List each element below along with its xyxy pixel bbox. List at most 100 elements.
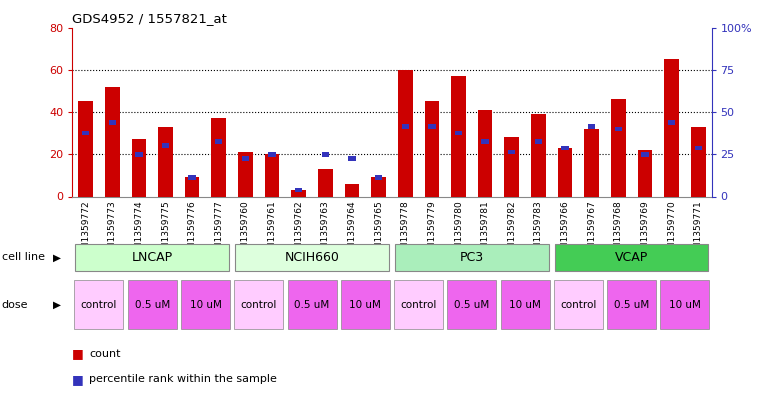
Bar [562,145,568,150]
Bar [668,120,675,125]
Bar [664,59,679,196]
Bar [607,280,656,329]
Bar [375,175,382,180]
Bar [162,143,169,148]
Bar [584,129,599,196]
Text: control: control [560,299,597,310]
Text: control: control [240,299,277,310]
Text: GSM1359760: GSM1359760 [241,200,250,261]
Text: count: count [89,349,120,359]
Text: ▶: ▶ [53,299,62,310]
Bar [451,76,466,196]
Bar [185,178,199,196]
Text: LNCAP: LNCAP [132,251,173,264]
Text: GSM1359776: GSM1359776 [188,200,196,261]
Bar [398,70,412,196]
Bar [234,280,283,329]
Bar [345,184,359,196]
Text: 0.5 uM: 0.5 uM [454,299,489,310]
Text: control: control [400,299,437,310]
Bar [105,86,119,196]
Text: PC3: PC3 [460,251,484,264]
Bar [615,127,622,131]
Bar [691,127,705,196]
Text: VCAP: VCAP [615,251,648,264]
Bar [341,280,390,329]
Bar [535,139,542,144]
Bar [215,139,222,144]
Bar [554,280,603,329]
Text: GSM1359771: GSM1359771 [694,200,702,261]
Text: 0.5 uM: 0.5 uM [135,299,170,310]
Bar [189,175,196,180]
Bar [611,99,626,196]
Text: 0.5 uM: 0.5 uM [295,299,330,310]
Bar [132,140,146,196]
Bar [447,280,496,329]
Text: GSM1359768: GSM1359768 [614,200,622,261]
Text: GSM1359774: GSM1359774 [135,200,143,261]
Text: GSM1359779: GSM1359779 [428,200,436,261]
Text: GSM1359769: GSM1359769 [641,200,649,261]
Bar [531,114,546,196]
Bar [558,148,572,196]
Bar [501,280,549,329]
Bar [109,120,116,125]
Text: GSM1359782: GSM1359782 [508,200,516,261]
Bar [555,244,708,271]
Bar [135,152,142,156]
Text: GSM1359767: GSM1359767 [587,200,596,261]
Text: 10 uM: 10 uM [349,299,381,310]
Text: dose: dose [2,299,28,310]
Bar [75,280,123,329]
Text: 0.5 uM: 0.5 uM [614,299,649,310]
Bar [508,150,515,154]
Bar [394,280,443,329]
Bar [235,244,389,271]
Text: GSM1359764: GSM1359764 [348,200,356,261]
Text: GSM1359770: GSM1359770 [667,200,676,261]
Bar [242,156,249,161]
Text: ▶: ▶ [53,252,62,263]
Text: GSM1359780: GSM1359780 [454,200,463,261]
Bar [695,145,702,150]
Text: ■: ■ [72,373,84,386]
Text: GSM1359772: GSM1359772 [81,200,90,261]
Text: GSM1359765: GSM1359765 [374,200,383,261]
Bar [661,280,709,329]
Bar [478,110,492,196]
Text: 10 uM: 10 uM [669,299,701,310]
Bar [428,125,435,129]
Bar [78,101,93,196]
Bar [181,280,230,329]
Bar [128,280,177,329]
Bar [455,131,462,136]
Text: GSM1359775: GSM1359775 [161,200,170,261]
Text: 10 uM: 10 uM [509,299,541,310]
Bar [402,125,409,129]
Bar [288,280,336,329]
Bar [349,156,355,161]
Text: GSM1359773: GSM1359773 [108,200,116,261]
Text: 10 uM: 10 uM [189,299,221,310]
Text: GSM1359778: GSM1359778 [401,200,409,261]
Bar [482,139,489,144]
Bar [75,244,229,271]
Bar [638,150,652,196]
Text: GSM1359766: GSM1359766 [561,200,569,261]
Bar [322,152,329,156]
Text: percentile rank within the sample: percentile rank within the sample [89,374,277,384]
Text: GSM1359777: GSM1359777 [215,200,223,261]
Text: NCIH660: NCIH660 [285,251,339,264]
Text: cell line: cell line [2,252,45,263]
Text: ■: ■ [72,347,84,360]
Bar [158,127,173,196]
Bar [82,131,89,136]
Bar [269,152,275,156]
Bar [212,118,226,196]
Bar [291,190,306,196]
Text: GDS4952 / 1557821_at: GDS4952 / 1557821_at [72,12,228,25]
Bar [265,154,279,196]
Bar [318,169,333,196]
Text: GSM1359783: GSM1359783 [534,200,543,261]
